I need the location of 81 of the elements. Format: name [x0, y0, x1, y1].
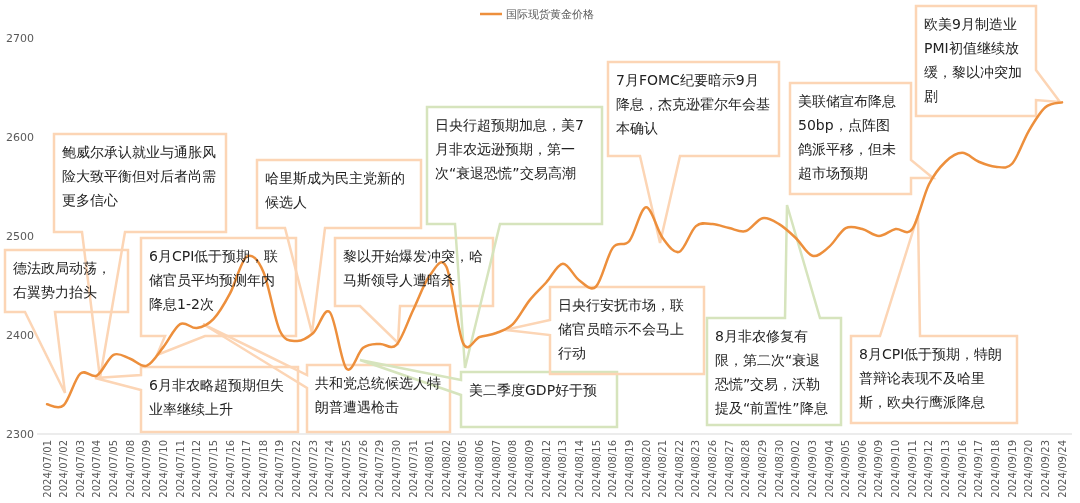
- x-tick-label: 2024/07/29: [374, 440, 386, 498]
- x-tick-label: 2024/09/16: [956, 440, 968, 498]
- x-tick-label: 2024/08/13: [557, 440, 569, 498]
- annotation: 8月非农修复有限，第二次“衰退恐慌”交易，沃勒提及“前置性”降息: [714, 327, 829, 418]
- x-tick-label: 2024/07/12: [191, 440, 203, 498]
- annotation: 8月CPI低于预期，特朗普辩论表现不及哈里斯，欧央行鹰派降息: [858, 345, 1004, 412]
- x-tick-label: 2024/09/17: [973, 440, 985, 498]
- x-tick-label: 2024/07/23: [307, 440, 319, 498]
- x-tick-label: 2024/08/30: [773, 440, 785, 498]
- x-tick-label: 2024/07/25: [341, 440, 353, 498]
- x-tick-label: 2024/09/11: [906, 440, 918, 498]
- x-tick-label: 2024/08/05: [457, 440, 469, 498]
- x-tick-label: 2024/09/19: [1006, 440, 1018, 498]
- x-tick-label: 2024/07/24: [324, 440, 336, 498]
- x-tick-label: 2024/07/08: [124, 440, 136, 498]
- x-tick-label: 2024/09/02: [790, 440, 802, 498]
- x-tick-label: 2024/07/01: [41, 440, 53, 498]
- x-tick-label: 2024/08/02: [440, 440, 452, 498]
- x-tick-label: 2024/07/26: [357, 440, 369, 498]
- y-tick-label: 2400: [6, 329, 34, 342]
- x-tick-label: 2024/07/03: [74, 440, 86, 498]
- x-tick-label: 2024/09/18: [989, 440, 1001, 498]
- y-tick-label: 2700: [6, 32, 34, 45]
- x-tick-label: 2024/07/16: [224, 440, 236, 498]
- x-tick-label: 2024/08/14: [573, 440, 585, 498]
- x-tick-label: 2024/08/09: [524, 440, 536, 498]
- x-tick-label: 2024/07/15: [207, 440, 219, 498]
- annotation: 共和党总统候选人特朗普遭遇枪击: [314, 374, 442, 417]
- annotation: 日央行安抚市场，联储官员暗示不会马上行动: [557, 296, 685, 363]
- x-tick-label: 2024/09/03: [806, 440, 818, 498]
- x-tick-label: 2024/09/23: [1039, 440, 1051, 498]
- x-tick-label: 2024/09/13: [940, 440, 952, 498]
- x-tick-label: 2024/09/05: [840, 440, 852, 498]
- x-tick-label: 2024/08/07: [490, 440, 502, 498]
- legend-label: 国际现货黄金价格: [506, 8, 594, 21]
- annotation: 美联储宣布降息50bp，点阵图鸽派平移，但未超市场预期: [797, 92, 897, 183]
- x-tick-label: 2024/07/02: [58, 440, 70, 498]
- x-tick-label: 2024/09/12: [923, 440, 935, 498]
- x-tick-label: 2024/09/10: [890, 440, 902, 498]
- y-tick-label: 2600: [6, 131, 34, 144]
- x-tick-label: 2024/08/29: [756, 440, 768, 498]
- x-tick-label: 2024/07/10: [157, 440, 169, 498]
- y-tick-label: 2500: [6, 230, 34, 243]
- annotation: 哈里斯成为民主党新的候选人: [264, 169, 406, 212]
- x-tick-label: 2024/07/05: [108, 440, 120, 498]
- annotation: 6月非农略超预期但失业率继续上升: [148, 376, 285, 419]
- x-tick-label: 2024/09/20: [1023, 440, 1035, 498]
- x-tick-label: 2024/08/27: [723, 440, 735, 498]
- annotation: 鲍威尔承认就业与通胀风险大致平衡但对后者尚需更多信心: [61, 143, 217, 210]
- x-tick-label: 2024/08/15: [590, 440, 602, 498]
- x-tick-label: 2024/08/28: [740, 440, 752, 498]
- x-tick-label: 2024/08/19: [623, 440, 635, 498]
- x-tick-label: 2024/09/04: [823, 440, 835, 498]
- x-tick-label: 2024/09/09: [873, 440, 885, 498]
- x-tick-label: 2024/08/20: [640, 440, 652, 498]
- x-tick-label: 2024/08/26: [707, 440, 719, 498]
- x-tick-label: 2024/07/18: [257, 440, 269, 498]
- annotation: 欧美9月制造业PMI初值继续放缓，黎以冲突加剧: [923, 15, 1023, 106]
- x-tick-label: 2024/07/04: [91, 440, 103, 498]
- x-tick-label: 2024/08/12: [540, 440, 552, 498]
- x-tick-label: 2024/08/22: [673, 440, 685, 498]
- x-tick-label: 2024/07/30: [390, 440, 402, 498]
- y-tick-label: 2300: [6, 428, 34, 441]
- annotation: 德法政局动荡，右翼势力抬头: [12, 259, 112, 302]
- x-tick-label: 2024/07/17: [241, 440, 253, 498]
- annotation: 美二季度GDP好于预: [468, 381, 599, 400]
- annotation: 日央行超预期加息，美7月非农远逊预期，第一次“衰退恐慌”交易高潮: [434, 116, 585, 183]
- x-tick-label: 2024/07/22: [291, 440, 303, 498]
- x-tick-label: 2024/08/08: [507, 440, 519, 498]
- x-tick-label: 2024/09/06: [856, 440, 868, 498]
- x-tick-label: 2024/08/06: [474, 440, 486, 498]
- x-tick-label: 2024/07/31: [407, 440, 419, 498]
- x-tick-label: 2024/08/16: [607, 440, 619, 498]
- x-tick-label: 2024/07/11: [174, 440, 186, 498]
- x-tick-label: 2024/08/01: [424, 440, 436, 498]
- x-tick-label: 2024/08/21: [657, 440, 669, 498]
- x-tick-label: 2024/08/23: [690, 440, 702, 498]
- x-tick-label: 2024/09/24: [1056, 440, 1068, 498]
- annotation: 7月FOMC纪要暗示9月降息，杰克逊霍尔年会基本确认: [615, 71, 771, 138]
- x-tick-label: 2024/07/19: [274, 440, 286, 498]
- x-tick-label: 2024/07/09: [141, 440, 153, 498]
